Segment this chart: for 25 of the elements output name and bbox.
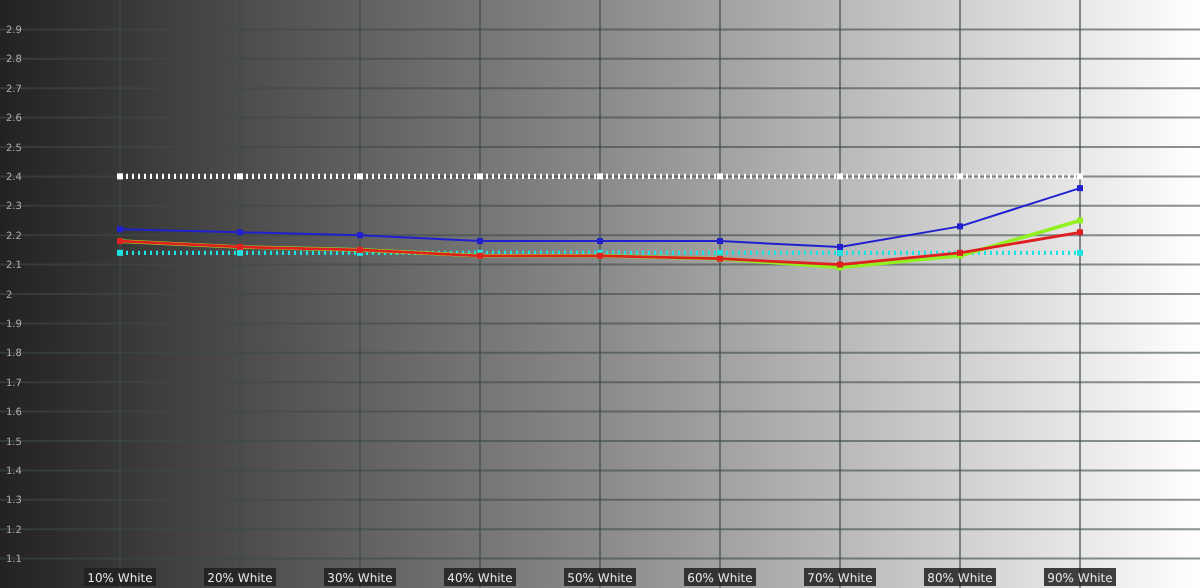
line-series [117, 229, 1083, 268]
point [237, 173, 243, 180]
point [117, 226, 123, 233]
point [837, 173, 843, 180]
point [717, 238, 723, 245]
point [117, 173, 123, 180]
point [357, 173, 363, 180]
point [837, 243, 843, 250]
point [717, 249, 723, 256]
point [717, 173, 723, 180]
point [357, 232, 363, 239]
point [477, 173, 483, 180]
point [1077, 217, 1083, 224]
point [597, 238, 603, 245]
point [1077, 173, 1083, 180]
point [1077, 249, 1083, 256]
point [117, 249, 123, 256]
point [477, 238, 483, 245]
point [1077, 229, 1083, 236]
point [597, 173, 603, 180]
point [1077, 185, 1083, 192]
line-series [117, 185, 1083, 250]
point [957, 173, 963, 180]
point [237, 229, 243, 236]
point [957, 223, 963, 230]
